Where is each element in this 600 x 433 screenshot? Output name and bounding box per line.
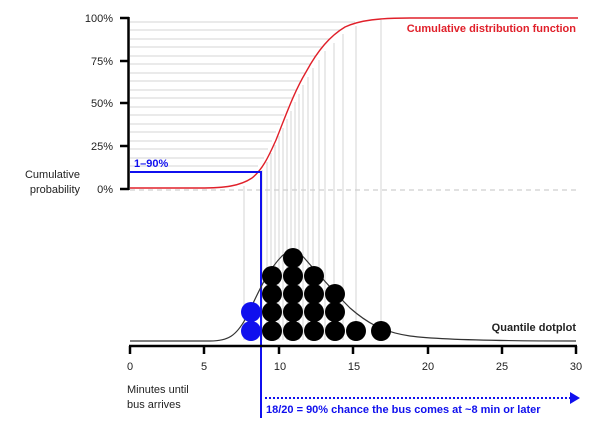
y-axis-title-line2: probability xyxy=(30,184,81,196)
x-axis-title-line1: Minutes until xyxy=(127,384,189,396)
arrow-head-icon xyxy=(570,392,580,404)
x-axis-title-line2: bus arrives xyxy=(127,399,181,411)
y-tick-25: 25% xyxy=(91,141,113,153)
cdf-label: Cumulative distribution function xyxy=(407,23,577,35)
x-tick-5: 5 xyxy=(201,361,207,373)
cdf-curve xyxy=(130,17,578,189)
y-axis xyxy=(120,16,130,191)
x-tick-20: 20 xyxy=(422,361,434,373)
y-tick-75: 75% xyxy=(91,56,113,68)
x-tick-30: 30 xyxy=(570,361,582,373)
dotplot-label: Quantile dotplot xyxy=(492,322,577,334)
threshold-label: 1–90% xyxy=(134,158,168,170)
y-axis-title-line1: Cumulative xyxy=(25,169,80,181)
dot-columns-black xyxy=(262,248,391,341)
quantile-hlines xyxy=(130,21,355,167)
y-tick-100: 100% xyxy=(85,13,113,25)
x-tick-25: 25 xyxy=(496,361,508,373)
threshold-lines xyxy=(130,171,262,418)
x-tick-0: 0 xyxy=(127,361,133,373)
y-tick-50: 50% xyxy=(91,98,113,110)
x-tick-10: 10 xyxy=(274,361,286,373)
y-tick-0: 0% xyxy=(97,184,113,196)
y-tick-labels: 100% 75% 50% 25% 0% xyxy=(85,13,113,196)
x-tick-labels: 0 5 10 15 20 25 30 xyxy=(127,361,582,373)
conclusion-text: 18/20 = 90% chance the bus comes at ~8 m… xyxy=(266,404,541,416)
x-axis xyxy=(128,344,578,354)
x-tick-15: 15 xyxy=(348,361,360,373)
dotplot xyxy=(241,248,391,341)
dot-column-1 xyxy=(241,302,261,341)
